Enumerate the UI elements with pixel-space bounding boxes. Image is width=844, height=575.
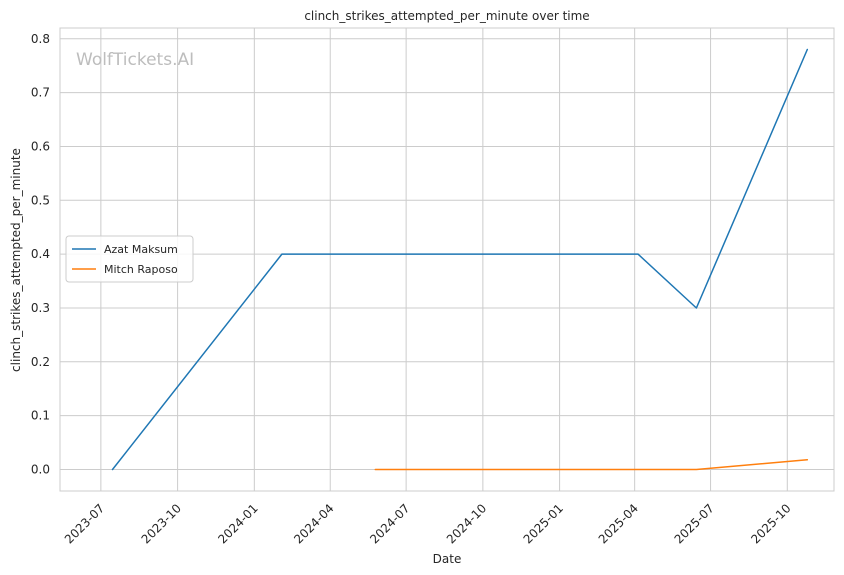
- watermark: WolfTickets.AI: [76, 50, 194, 70]
- y-tick-label: 0.1: [31, 409, 50, 423]
- x-tick-label: 2025-04: [596, 501, 641, 546]
- chart-title: clinch_strikes_attempted_per_minute over…: [304, 9, 589, 23]
- series-lines: [111, 48, 809, 471]
- x-tick-label: 2023-07: [62, 501, 107, 546]
- x-tick-label: 2025-07: [672, 501, 717, 546]
- y-tick-label: 0.3: [31, 301, 50, 315]
- y-tick-label: 0.8: [31, 32, 50, 46]
- x-tick-label: 2024-04: [291, 501, 336, 546]
- legend-box: [65, 235, 194, 283]
- x-axis-label: Date: [433, 552, 462, 566]
- x-tick-label: 2024-10: [444, 501, 489, 546]
- y-tick-label: 0.7: [31, 86, 50, 100]
- x-tick-label: 2024-07: [367, 501, 412, 546]
- series-line-1: [111, 48, 809, 471]
- x-tick-label: 2025-01: [521, 501, 566, 546]
- legend-label: Mitch Raposo: [104, 263, 178, 276]
- series-line-2: [374, 459, 809, 471]
- legend: Azat Maksum Mitch Raposo: [65, 235, 194, 283]
- y-axis-label: clinch_strikes_attempted_per_minute: [9, 148, 23, 372]
- y-tick-label: 0.2: [31, 355, 50, 369]
- y-tick-label: 0.5: [31, 193, 50, 207]
- x-tick-label: 2023-10: [139, 501, 184, 546]
- x-tick-label: 2025-10: [748, 501, 793, 546]
- y-tick-label: 0.4: [31, 247, 50, 261]
- x-axis: 2023-07 2023-10 2024-01 2024-04 2024-07 2024-…: [62, 501, 794, 546]
- x-tick-label: 2024-01: [215, 501, 260, 546]
- y-tick-label: 0.0: [31, 462, 50, 476]
- y-axis: 0.0 0.1 0.2 0.3 0.4 0.5 0.6 0.7 0.8: [31, 32, 50, 477]
- y-tick-label: 0.6: [31, 139, 50, 153]
- legend-label: Azat Maksum: [104, 243, 178, 256]
